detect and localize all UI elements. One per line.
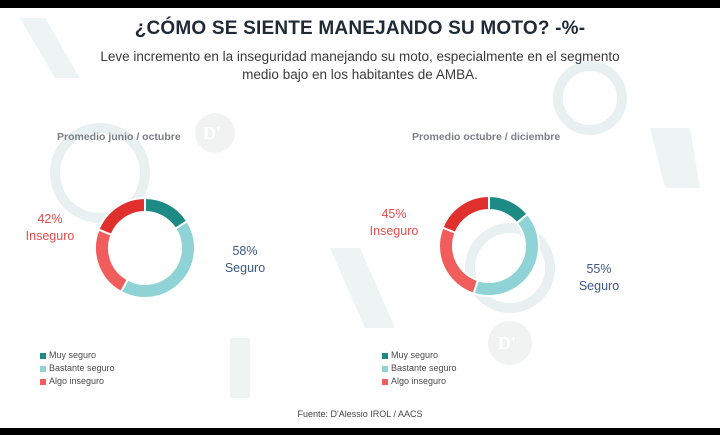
- legend-swatch: [382, 365, 388, 372]
- page-subtitle: Leve incremento en la inseguridad maneja…: [100, 49, 620, 82]
- legend-label: Algo inseguro: [391, 376, 447, 386]
- legend-swatch: [382, 352, 388, 359]
- legend-item: Bastante seguro: [40, 362, 115, 375]
- slide: D' D' ¿CÓMO SE SIENTE MANEJANDO SU MOTO?…: [0, 8, 720, 428]
- legend-item: Bastante seguro: [382, 362, 457, 375]
- chart-2-title: Promedio octubre / diciembre: [412, 131, 561, 143]
- chart-2-inseguro-label: 45% Inseguro: [364, 206, 424, 240]
- chart-1-seguro-value: 58%: [232, 244, 258, 258]
- legend-label: Muy seguro: [391, 350, 439, 360]
- chart-2-seguro-label: 55% Seguro: [569, 261, 629, 295]
- source-note: Fuente: D'Alessio IROL / AACS: [297, 409, 423, 419]
- chart-2-legend: Muy seguro Bastante seguro Algo inseguro: [382, 349, 457, 388]
- legend-label: Bastante seguro: [49, 363, 115, 373]
- donut-slice-algo-inseguro: [438, 226, 480, 295]
- legend-item: Algo inseguro: [40, 375, 115, 388]
- legend-swatch: [40, 378, 46, 385]
- legend-label: Muy seguro: [49, 350, 97, 360]
- chart-1-inseguro-label: 42% Inseguro: [20, 211, 80, 245]
- donut-slice-algo-inseguro: [94, 228, 130, 294]
- chart-1-seguro-text: Seguro: [224, 261, 266, 275]
- legend-swatch: [40, 352, 46, 359]
- chart-2-inseguro-value: 45%: [381, 207, 407, 221]
- chart-1-legend: Muy seguro Bastante seguro Algo inseguro: [40, 349, 115, 388]
- donut-slice-bastante-seguro: [119, 219, 196, 299]
- chart-2-inseguro-text: Inseguro: [369, 224, 419, 238]
- donut-chart-1: [94, 196, 196, 299]
- chart-1-inseguro-text: Inseguro: [25, 229, 75, 243]
- donut-slice-muy-inseguro: [441, 194, 490, 235]
- legend-item: Algo inseguro: [382, 375, 457, 388]
- svg-text:D': D': [498, 333, 516, 353]
- chart-2-seguro-value: 55%: [586, 262, 612, 276]
- page-title: ¿CÓMO SE SIENTE MANEJANDO SU MOTO? -%-: [134, 18, 586, 39]
- chart-2-seguro-text: Seguro: [578, 279, 620, 293]
- chart-1-seguro-label: 58% Seguro: [215, 243, 275, 277]
- chart-1-inseguro-value: 42%: [37, 212, 63, 226]
- background-decoration: D' D': [20, 18, 700, 398]
- svg-text:D': D': [203, 123, 221, 143]
- donut-chart-2: [438, 194, 540, 297]
- legend-label: Bastante seguro: [391, 363, 457, 373]
- legend-swatch: [382, 378, 388, 385]
- donut-slice-muy-inseguro: [97, 196, 146, 237]
- legend-item: Muy seguro: [382, 349, 457, 362]
- legend-item: Muy seguro: [40, 349, 115, 362]
- legend-label: Algo inseguro: [49, 376, 105, 386]
- donut-slice-bastante-seguro: [472, 212, 540, 297]
- chart-1-title: Promedio junio / octubre: [57, 131, 181, 143]
- legend-swatch: [40, 365, 46, 372]
